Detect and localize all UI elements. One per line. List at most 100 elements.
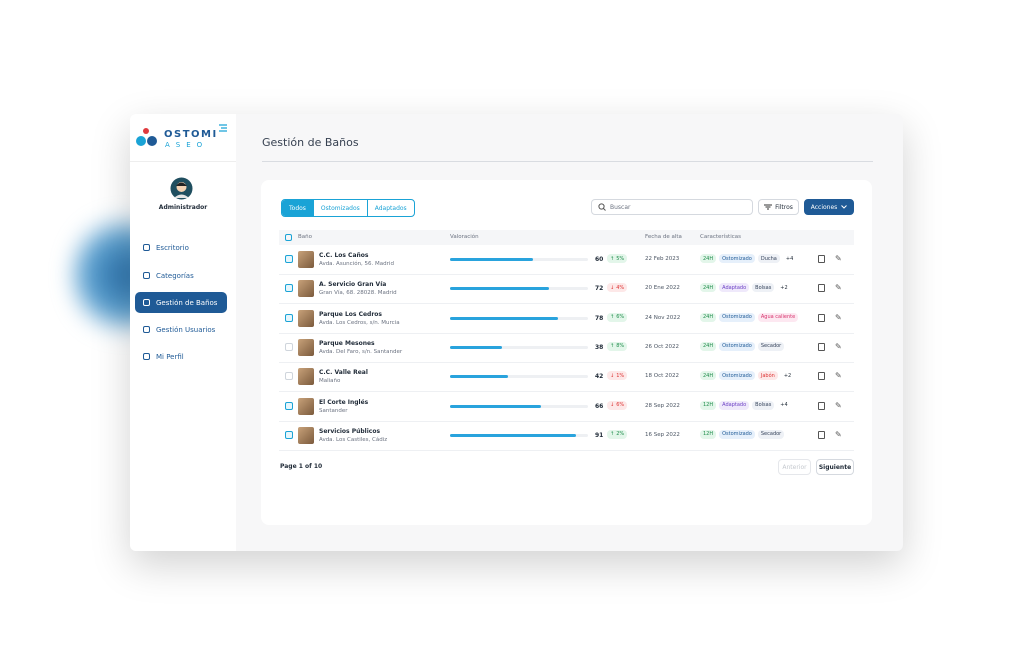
- table-header: Baño Valoración Fecha de alta Característic…: [279, 230, 854, 245]
- row-checkbox[interactable]: [285, 255, 293, 263]
- nav-item[interactable]: Categorías: [135, 265, 227, 286]
- table-row: Parque Los Cedros Avda. Los Cedros, s/n. …: [279, 304, 854, 334]
- delete-icon[interactable]: [818, 372, 825, 381]
- table-row: Servicios Públicos Avda. Los Castiles, Cá…: [279, 421, 854, 451]
- nav-item[interactable]: Gestión de Baños: [135, 292, 227, 313]
- row-checkbox[interactable]: [285, 284, 293, 293]
- nav-item[interactable]: Gestión Usuarios: [135, 319, 227, 340]
- thumbnail: [298, 338, 314, 356]
- tag: Bolsas: [752, 400, 775, 410]
- filters-button[interactable]: Filtros: [758, 199, 799, 215]
- edit-icon[interactable]: ✎: [835, 283, 842, 293]
- row-checkbox[interactable]: [285, 401, 293, 410]
- place-address: Santander: [319, 407, 348, 414]
- change-value: 8%: [616, 343, 625, 350]
- search-box[interactable]: Buscar: [591, 199, 753, 215]
- edit-icon[interactable]: ✎: [835, 312, 842, 322]
- delete-icon[interactable]: [818, 313, 825, 322]
- edit-icon[interactable]: ✎: [835, 254, 842, 263]
- change-value: 2%: [616, 431, 625, 438]
- avatar[interactable]: [170, 177, 193, 200]
- thumbnail: [298, 309, 314, 327]
- delete-icon[interactable]: [818, 342, 825, 351]
- date-added: 28 Sep 2022: [645, 402, 680, 409]
- delete-icon[interactable]: [818, 430, 825, 439]
- nav-label: Escritorio: [156, 243, 189, 252]
- tag: Ostomizado: [719, 429, 755, 439]
- column-header: Características: [700, 234, 742, 240]
- delete-icon[interactable]: [818, 401, 825, 410]
- tag: Ostomizado: [719, 341, 755, 351]
- row-checkbox[interactable]: [285, 342, 293, 351]
- nav-icon: [143, 299, 150, 306]
- date-added: 16 Sep 2022: [645, 431, 680, 438]
- rating-track: [450, 316, 588, 320]
- tag-list: 24H Ostomizado Jabón +2: [700, 371, 794, 381]
- rating-track: [450, 404, 588, 408]
- edit-icon[interactable]: ✎: [835, 371, 842, 381]
- trend-arrow: ↓: [610, 284, 615, 291]
- change-value: 6%: [616, 402, 625, 408]
- nav-item[interactable]: Mi Perfil: [135, 346, 227, 367]
- tag: 24H: [700, 371, 717, 381]
- rating-value: 91: [595, 431, 604, 439]
- brand-name: OSTOMI: [164, 129, 218, 140]
- tag-list: 24H Ostomizado Agua caliente: [700, 312, 799, 322]
- tab[interactable]: Todos: [282, 200, 313, 216]
- filter-icon: [764, 204, 773, 210]
- actions-label: Acciones: [810, 203, 838, 211]
- thumbnail: [298, 368, 314, 386]
- edit-icon[interactable]: ✎: [835, 400, 842, 410]
- nav-icon: [143, 326, 150, 333]
- row-checkbox[interactable]: [285, 313, 293, 322]
- table-row: Parque Mesones Avda. Del Faro, s/n. Santa…: [279, 333, 854, 363]
- nav-item[interactable]: Escritorio: [135, 237, 227, 258]
- place-name: Parque Los Cedros: [319, 310, 382, 318]
- next-button[interactable]: Siguiente: [816, 459, 854, 475]
- rating-change: ↑ 6%: [607, 312, 628, 322]
- tag: Ostomizado: [719, 371, 755, 381]
- row-checkbox[interactable]: [285, 372, 293, 381]
- nav-label: Gestión Usuarios: [156, 325, 216, 334]
- logo-icon: [136, 128, 157, 146]
- tag: Adaptado: [719, 400, 750, 410]
- change-value: 1%: [616, 372, 625, 379]
- place-name: C.C. Valle Real: [319, 369, 368, 377]
- edit-icon[interactable]: ✎: [835, 341, 842, 351]
- tab[interactable]: Ostomizados: [312, 200, 367, 216]
- rating-track: [450, 258, 588, 261]
- table-row: A. Servicio Gran Vía Gran Vía, 68. 28028.…: [279, 274, 854, 305]
- content-panel: Todos Ostomizados Adaptados Buscar Filtros…: [261, 180, 872, 525]
- tag-list: 12H Ostomizado Secador: [700, 429, 785, 439]
- row-checkbox[interactable]: [285, 430, 293, 439]
- delete-icon[interactable]: [818, 284, 825, 293]
- edit-icon[interactable]: ✎: [835, 429, 842, 439]
- change-value: 6%: [616, 314, 625, 321]
- tag: Ducha: [757, 254, 780, 263]
- table-row: C.C. Valle Real Maliaño 42 ↓ 1% 18 Oct 2022 24…: [279, 362, 854, 393]
- tag: Adaptado: [719, 283, 750, 293]
- menu-toggle[interactable]: [218, 123, 228, 133]
- tag: Jabón: [757, 371, 778, 381]
- table-row: C.C. Los Caños Avda. Asunción, 56. Madrid…: [279, 245, 854, 275]
- tag-list: 24H Adaptado Bolsas +2: [700, 283, 791, 293]
- rating-track: [450, 345, 588, 349]
- search-icon: [598, 203, 606, 211]
- rating-bar: [450, 316, 558, 320]
- rating-value: 72: [595, 285, 604, 293]
- column-header: Fecha de alta: [645, 234, 682, 240]
- select-all-checkbox[interactable]: [285, 234, 292, 241]
- trend-arrow: ↑: [610, 431, 615, 438]
- rating-change: ↓ 4%: [607, 283, 628, 293]
- actions-button[interactable]: Acciones: [804, 199, 854, 215]
- tag: Ostomizado: [719, 254, 755, 263]
- tab[interactable]: Adaptados: [366, 200, 414, 216]
- trend-arrow: ↑: [610, 343, 615, 350]
- rating-bar: [450, 375, 508, 379]
- rating-bar: [450, 404, 542, 408]
- rating-bar: [450, 287, 550, 291]
- delete-icon[interactable]: [818, 255, 825, 263]
- prev-button[interactable]: Anterior: [778, 459, 811, 475]
- trend-arrow: ↓: [610, 402, 615, 408]
